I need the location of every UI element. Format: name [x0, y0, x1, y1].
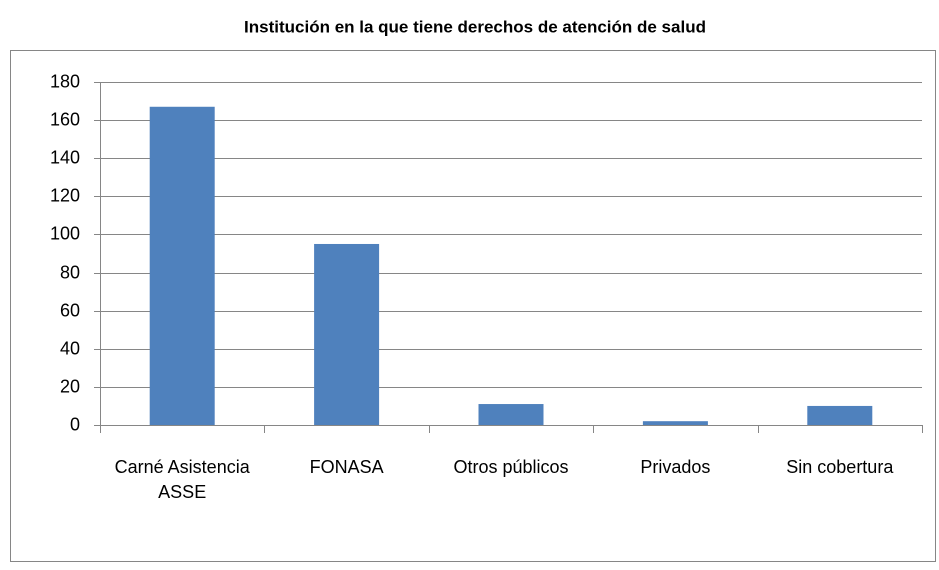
x-tick-label: Carné Asistencia ASSE — [114, 457, 250, 502]
chart-border — [10, 50, 936, 562]
y-tick-label: 120 — [50, 185, 80, 205]
chart-title: Institución en la que tiene derechos de … — [244, 17, 706, 36]
y-tick-label: 160 — [50, 109, 80, 129]
y-tick-label: 60 — [60, 300, 80, 320]
y-tick-label: 0 — [70, 414, 80, 434]
bar — [314, 243, 380, 425]
y-tick-label: 20 — [60, 376, 80, 396]
y-tick-label: 140 — [50, 147, 80, 167]
bar — [149, 106, 215, 426]
bar — [478, 404, 544, 425]
bar — [807, 405, 873, 425]
y-tick-label: 100 — [50, 223, 80, 243]
x-tick-label: Privados — [640, 457, 711, 477]
y-tick-label: 180 — [50, 71, 80, 91]
x-tick-label: Otros públicos — [453, 457, 569, 477]
bar — [642, 421, 708, 425]
y-tick-label: 40 — [60, 338, 80, 358]
y-tick-label: 80 — [60, 262, 80, 282]
x-tick-label: Sin cobertura — [786, 457, 894, 477]
x-tick-label: FONASA — [309, 457, 384, 477]
